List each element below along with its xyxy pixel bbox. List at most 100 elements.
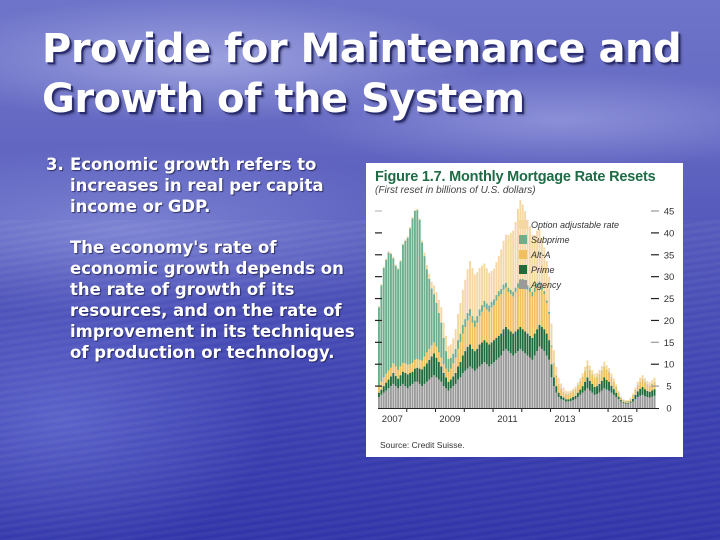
bar-segment (584, 366, 586, 372)
bar-segment (378, 397, 380, 408)
point-number: 3. (46, 155, 64, 174)
bar-segment (579, 381, 582, 390)
bar-segment (528, 335, 531, 358)
bar-segment (524, 285, 527, 332)
bar-segment (495, 262, 498, 296)
bar-segment (423, 356, 426, 367)
bar-segment (620, 396, 622, 398)
bar-segment (502, 240, 505, 285)
legend-item: Alt-A (519, 247, 619, 262)
bar-segment (514, 291, 517, 332)
bar-segment (382, 266, 385, 268)
bar-segment (392, 363, 395, 373)
bar-segment (579, 378, 582, 382)
bar-segment (447, 345, 450, 359)
bar-segment (550, 377, 553, 408)
bar-segment (387, 370, 390, 380)
bar-segment (600, 371, 603, 381)
bar-segment (440, 322, 443, 358)
bar-segment (497, 256, 500, 292)
bar-segment (512, 296, 515, 334)
bar-segment (497, 335, 500, 358)
bar-segment (385, 382, 388, 391)
bar-segment (454, 383, 457, 408)
bar-segment (411, 383, 414, 408)
bar-segment (495, 359, 498, 408)
bar-segment (478, 267, 481, 310)
bar-segment (433, 285, 436, 295)
legend-label: Option adjustable rate (531, 219, 620, 230)
bar-segment (576, 382, 579, 386)
bar-segment (392, 383, 395, 408)
bar-segment (382, 386, 385, 393)
explanation-paragraph: The economy's rate of economic growth de… (70, 238, 355, 362)
bar-segment (646, 390, 649, 398)
bar-segment (509, 353, 512, 408)
bar-segment (507, 291, 510, 330)
bar-segment (399, 260, 402, 262)
x-tick-label: 2013 (554, 414, 575, 425)
bar-segment (636, 397, 639, 408)
bar-segment (435, 291, 438, 303)
bar-segment (495, 337, 498, 360)
bar-segment (545, 300, 548, 303)
bar-segment (378, 306, 380, 308)
bar-segment (409, 372, 412, 387)
bar-segment (454, 329, 457, 349)
bar-segment (464, 319, 467, 328)
bar-segment (536, 329, 539, 352)
bar-segment (531, 291, 534, 297)
bar-segment (612, 378, 615, 383)
bar-segment (461, 372, 464, 408)
bar-segment (528, 357, 531, 408)
bar-segment (478, 309, 481, 317)
bar-segment (560, 383, 563, 389)
bar-segment (545, 260, 548, 301)
bar-segment (540, 289, 543, 328)
bar-segment (581, 392, 584, 408)
bar-segment (514, 331, 517, 354)
bar-segment (598, 392, 601, 408)
bar-segment (493, 362, 495, 408)
bar-segment (552, 386, 555, 408)
bar-segment (505, 282, 507, 288)
bar-segment (500, 294, 503, 334)
bar-segment (648, 391, 651, 398)
bar-segment (526, 289, 529, 334)
bar-segment (509, 294, 512, 332)
bar-segment (562, 392, 565, 398)
bar-segment (600, 365, 603, 371)
bar-segment (490, 364, 493, 408)
bar-segment (514, 353, 517, 408)
bar-segment (593, 394, 596, 408)
y-tick-label: 0 (666, 404, 671, 415)
bar-segment (593, 386, 596, 395)
bar-segment (430, 288, 433, 346)
bar-segment (531, 296, 534, 338)
bar-segment (617, 393, 620, 397)
bar-segment (519, 348, 522, 408)
bar-segment (540, 238, 543, 287)
bar-segment (502, 329, 505, 352)
bar-segment (469, 344, 471, 367)
bar-segment (634, 387, 637, 391)
bar-segment (392, 258, 395, 364)
bar-segment (430, 345, 433, 357)
bar-segment (612, 394, 615, 408)
bar-segment (521, 283, 524, 330)
bar-segment (517, 208, 519, 284)
bar-segment (536, 283, 539, 288)
legend-label: Subprime (531, 234, 570, 245)
bar-segment (435, 346, 438, 358)
bar-segment (622, 399, 625, 401)
bar-segment (440, 381, 443, 408)
bar-segment (469, 316, 471, 345)
bar-segment (457, 348, 459, 367)
bar-segment (550, 345, 553, 347)
bar-segment (421, 242, 424, 361)
bar-segment (629, 399, 632, 402)
bar-segment (481, 342, 483, 365)
bar-segment (639, 377, 642, 382)
bar-segment (425, 352, 428, 364)
bar-segment (476, 316, 479, 323)
